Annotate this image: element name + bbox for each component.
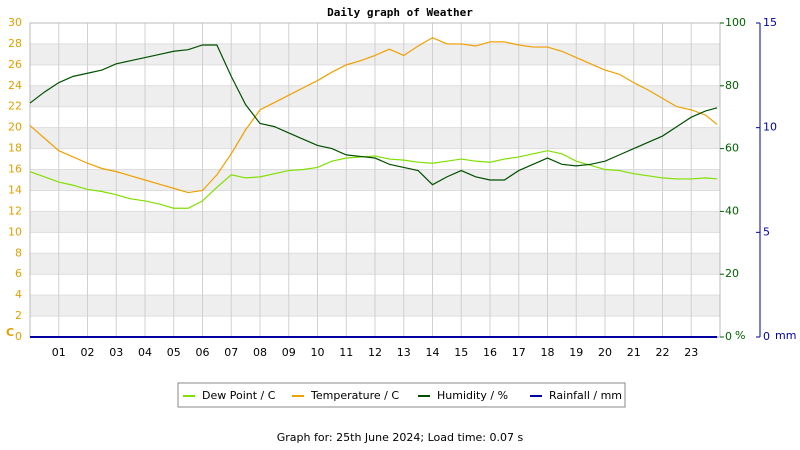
y2-tick-label: 80 bbox=[725, 79, 739, 92]
series-line bbox=[29, 150, 718, 209]
x-tick-label: 09 bbox=[282, 346, 296, 359]
x-tick-label: 05 bbox=[167, 346, 181, 359]
y-tick-label: 16 bbox=[8, 163, 22, 176]
x-tick-label: 03 bbox=[109, 346, 123, 359]
x-tick-label: 20 bbox=[598, 346, 612, 359]
y-tick-label: 0 bbox=[15, 330, 22, 343]
y-tick-label: 2 bbox=[15, 309, 22, 322]
y2-tick-label: 100 bbox=[725, 16, 746, 29]
x-tick-label: 23 bbox=[684, 346, 698, 359]
y-tick-label: 10 bbox=[8, 225, 22, 238]
y2-tick-label: 60 bbox=[725, 142, 739, 155]
x-tick-label: 12 bbox=[368, 346, 382, 359]
x-tick-label: 13 bbox=[397, 346, 411, 359]
y-tick-label: 14 bbox=[8, 183, 22, 196]
series-line bbox=[29, 44, 718, 186]
x-tick-label: 15 bbox=[454, 346, 468, 359]
y2-tick-label: 40 bbox=[725, 204, 739, 217]
footer: Graph for: 25th June 2024; Load time: 0.… bbox=[277, 431, 524, 444]
y-axis-label: C bbox=[6, 326, 14, 339]
legend-label: Humidity / % bbox=[437, 389, 508, 402]
y2-axis-label: % bbox=[735, 329, 745, 342]
series-line bbox=[29, 36, 718, 194]
y3-tick-label: 15 bbox=[763, 16, 777, 29]
x-tick-label: 14 bbox=[426, 346, 440, 359]
y-tick-label: 24 bbox=[8, 79, 22, 92]
y2-tick-label: 0 bbox=[725, 330, 732, 343]
y-tick-label: 22 bbox=[8, 100, 22, 113]
legend-label: Rainfall / mm bbox=[549, 389, 622, 402]
y-tick-label: 18 bbox=[8, 142, 22, 155]
x-tick-label: 11 bbox=[339, 346, 353, 359]
y2-tick-label: 20 bbox=[725, 267, 739, 280]
x-tick-label: 17 bbox=[512, 346, 526, 359]
x-tick-label: 16 bbox=[483, 346, 497, 359]
y-tick-label: 6 bbox=[15, 267, 22, 280]
x-tick-label: 22 bbox=[656, 346, 670, 359]
y-tick-label: 28 bbox=[8, 37, 22, 50]
y3-tick-label: 0 bbox=[763, 330, 770, 343]
legend-label: Dew Point / C bbox=[202, 389, 276, 402]
y-tick-label: 30 bbox=[8, 16, 22, 29]
x-tick-label: 01 bbox=[52, 346, 66, 359]
y-tick-label: 8 bbox=[15, 246, 22, 259]
y3-tick-label: 10 bbox=[763, 121, 777, 134]
x-tick-label: 02 bbox=[81, 346, 95, 359]
y-tick-label: 12 bbox=[8, 204, 22, 217]
chart-title: Daily graph of Weather bbox=[327, 6, 473, 19]
x-tick-label: 18 bbox=[541, 346, 555, 359]
y3-tick-label: 5 bbox=[763, 225, 770, 238]
y-tick-label: 20 bbox=[8, 121, 22, 134]
x-tick-label: 21 bbox=[627, 346, 641, 359]
x-tick-label: 08 bbox=[253, 346, 267, 359]
y-tick-label: 4 bbox=[15, 288, 22, 301]
x-tick-label: 07 bbox=[224, 346, 238, 359]
legend-label: Temperature / C bbox=[310, 389, 399, 402]
x-tick-label: 06 bbox=[196, 346, 210, 359]
x-tick-label: 04 bbox=[138, 346, 152, 359]
x-tick-label: 10 bbox=[311, 346, 325, 359]
y3-axis-label: mm bbox=[775, 329, 796, 342]
x-tick-label: 19 bbox=[569, 346, 583, 359]
y-tick-label: 26 bbox=[8, 58, 22, 71]
legend-box bbox=[177, 382, 626, 408]
